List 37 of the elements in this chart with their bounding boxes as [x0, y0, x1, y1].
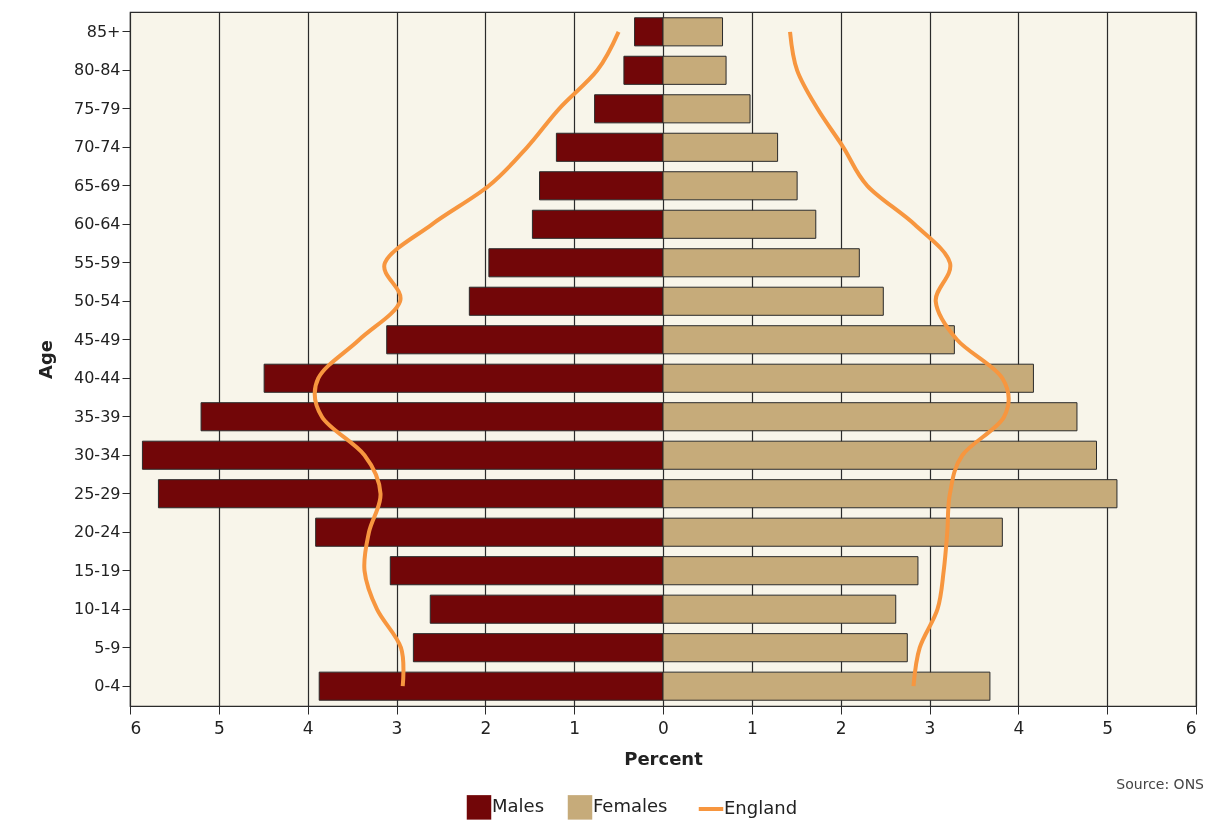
- x-tick-label: 2: [835, 717, 847, 738]
- legend-label: Females: [593, 795, 668, 817]
- x-tick-label: 4: [302, 717, 314, 738]
- x-tick-label: 1: [746, 717, 758, 738]
- y-tick-label: 50-54: [74, 291, 121, 311]
- y-tick-label: 70-74: [74, 137, 121, 157]
- y-tick-label: 55-59: [74, 252, 121, 272]
- x-tick-label: 3: [924, 717, 936, 738]
- x-tick-label: 0: [658, 717, 669, 738]
- x-tick-label: 6: [1185, 717, 1197, 738]
- y-tick-label: 30-34: [74, 445, 121, 465]
- x-tick-label: 6: [130, 717, 142, 738]
- y-tick-label: 80-84: [74, 60, 121, 80]
- x-axis-title: Percent: [624, 747, 704, 769]
- y-tick-label: 15-19: [74, 560, 121, 580]
- legend-label: Males: [492, 795, 545, 817]
- y-tick-label: 65-69: [74, 175, 121, 195]
- x-tick-label: 1: [569, 717, 581, 738]
- y-tick-label: 25-29: [74, 483, 121, 503]
- legend-label: England: [724, 797, 798, 818]
- y-tick-label: 75-79: [74, 98, 121, 118]
- y-axis-title: Age: [35, 339, 57, 380]
- x-tick-label: 3: [391, 717, 403, 738]
- y-tick-label: 85+: [86, 21, 121, 41]
- y-tick-label: 0-4: [94, 676, 121, 696]
- y-tick-label: 35-39: [74, 406, 121, 426]
- y-tick-label: 10-14: [74, 599, 121, 619]
- source-note: Source: ONS: [1116, 776, 1205, 792]
- x-tick-label: 2: [480, 717, 492, 738]
- y-tick-label: 20-24: [74, 522, 121, 542]
- y-tick-label: 45-49: [74, 329, 121, 349]
- x-tick-label: 4: [1013, 717, 1025, 738]
- y-tick-label: 60-64: [74, 214, 121, 234]
- y-tick-label: 5-9: [94, 637, 121, 657]
- x-tick-label: 5: [213, 717, 225, 738]
- x-tick-label: 5: [1102, 717, 1114, 738]
- y-tick-label: 40-44: [74, 368, 121, 388]
